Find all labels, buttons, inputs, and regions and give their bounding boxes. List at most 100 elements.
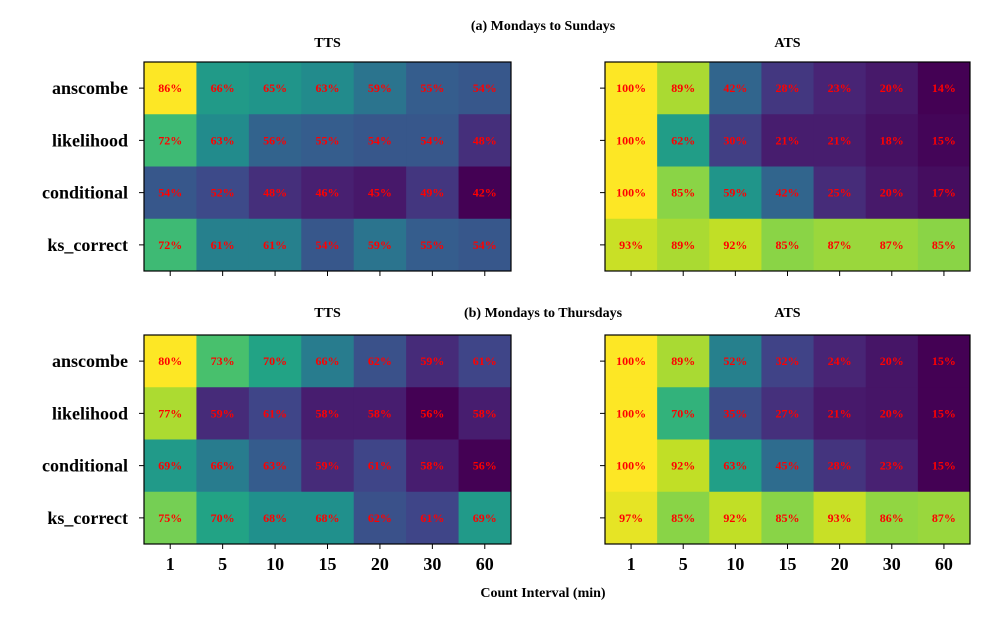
heatmap-cell [406,114,460,167]
heatmap-cell [865,387,919,440]
cell-value-label: 66% [211,459,235,473]
cell-value-label: 100% [616,459,646,473]
x-tick-label: 1 [627,554,636,574]
heatmap-cell [865,439,919,493]
heatmap-cell [406,335,460,388]
cell-value-label: 58% [473,406,497,420]
heatmap-cell [657,387,710,440]
cell-value-label: 73% [211,354,235,368]
heatmap-cell [248,166,302,220]
heatmap-cell [353,491,407,545]
heatmap-cell [761,218,815,272]
cell-value-label: 30% [723,133,747,147]
cell-value-label: 92% [723,238,747,252]
cell-value-label: 21% [828,406,852,420]
cell-value-label: 55% [420,238,444,252]
cell-value-label: 23% [828,81,852,95]
cell-value-label: 63% [723,459,747,473]
heatmap-cell [605,387,658,440]
heatmap-cell [248,62,302,115]
heatmap-cell [605,62,658,115]
cell-value-label: 15% [932,406,956,420]
heatmap-cell [813,166,867,220]
heatmap-cell [458,218,512,272]
cell-value-label: 89% [671,354,695,368]
heatmap-cell [406,387,460,440]
heatmap-cell [353,387,407,440]
heatmap-cell [144,491,197,545]
heatmap-cell [458,62,512,115]
panel-title: TTS [314,36,341,51]
heatmap-cell [813,62,867,115]
heatmap-cell [761,439,815,493]
heatmap-cell [353,62,407,115]
cell-value-label: 15% [932,354,956,368]
heatmap-cell [761,114,815,167]
heatmap-cell [761,387,815,440]
cell-value-label: 42% [723,81,747,95]
heatmap-cell [196,166,250,220]
section-b-title: (b) Mondays to Thursdays [464,306,623,321]
cell-value-label: 70% [671,406,695,420]
heatmap-cell [709,335,762,388]
panel-title: TTS [314,306,341,321]
heatmap-cell [709,439,762,493]
cell-value-label: 68% [263,511,287,525]
x-tick-label: 30 [423,554,441,574]
heatmap-panel-2: 100% 89% 42% 28% 23% 20% 14% 100% 62% 30% 21% 21% 18… [600,36,971,276]
heatmap-cell [196,114,250,167]
cell-value-label: 59% [211,406,235,420]
cell-value-label: 56% [263,133,287,147]
heatmap-cell [709,387,762,440]
heatmap-cell [406,166,460,220]
heatmap-panel-1: 86% 66% 65% 63% 59% 55% 54% 72% 63% 56% 55% 54% 54% 4… [42,36,512,276]
heatmap-panel-4: 100% 89% 52% 32% 24% 20% 15% 100% 70% 35% 27% 21% 20… [600,306,971,574]
cell-value-label: 85% [671,186,695,200]
cell-value-label: 65% [263,81,287,95]
cell-value-label: 58% [316,406,340,420]
cell-value-label: 17% [932,186,956,200]
cell-value-label: 61% [473,354,497,368]
cell-value-label: 100% [616,186,646,200]
heatmap-cell [353,166,407,220]
heatmap-cell [406,218,460,272]
cell-value-label: 54% [158,186,182,200]
heatmap-cell [144,439,197,493]
x-tick-label: 20 [371,554,389,574]
cell-value-label: 86% [158,81,182,95]
cell-value-label: 72% [158,238,182,252]
x-tick-label: 15 [779,554,797,574]
heatmap-cell [353,439,407,493]
heatmap-cell [406,439,460,493]
cell-value-label: 52% [723,354,747,368]
heatmap-cell [917,491,971,545]
heatmap-cell [353,218,407,272]
heatmap-cell [657,335,710,388]
heatmap-cell [196,439,250,493]
cell-value-label: 63% [316,81,340,95]
heatmap-cell [865,166,919,220]
cell-value-label: 87% [828,238,852,252]
y-tick-label: likelihood [52,130,128,150]
cell-value-label: 85% [671,511,695,525]
cell-value-label: 49% [420,186,444,200]
heatmap-panel-3: 80% 73% 70% 66% 62% 59% 61% 77% 59% 61% 58% 58% 56% 5… [42,306,512,574]
cell-value-label: 63% [211,133,235,147]
y-tick-label: conditional [42,183,128,203]
cell-value-label: 58% [420,459,444,473]
heatmap-cell [813,491,867,545]
heatmap-cell [865,218,919,272]
cell-value-label: 61% [368,459,392,473]
heatmap-cell [301,114,355,167]
cell-value-label: 28% [776,81,800,95]
heatmap-cell [144,62,197,115]
panel-title: ATS [774,36,800,51]
cell-value-label: 85% [932,238,956,252]
heatmap-cell [657,218,710,272]
cell-value-label: 63% [263,459,287,473]
heatmap-cell [301,218,355,272]
heatmap-cell [917,439,971,493]
heatmap-cell [657,114,710,167]
heatmap-cell [605,491,658,545]
